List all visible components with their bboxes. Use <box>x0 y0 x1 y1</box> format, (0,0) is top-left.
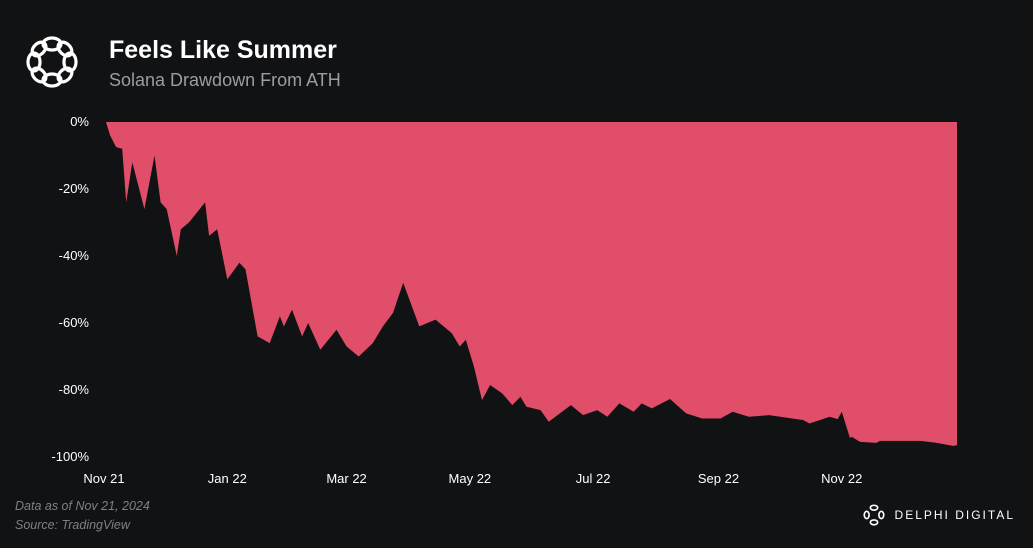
y-tick-label: -80% <box>59 382 90 397</box>
drawdown-area <box>106 122 957 446</box>
data-date-note: Data as of Nov 21, 2024 <box>15 499 150 513</box>
y-tick-label: -20% <box>59 181 90 196</box>
x-tick-label: Jul 22 <box>576 471 611 486</box>
y-tick-label: 0% <box>70 114 89 129</box>
x-tick-label: May 22 <box>449 471 492 486</box>
x-tick-label: Nov 22 <box>821 471 862 486</box>
x-tick-label: Jan 22 <box>208 471 247 486</box>
y-tick-label: -100% <box>51 449 89 464</box>
x-tick-label: Nov 21 <box>83 471 124 486</box>
x-tick-label: Mar 22 <box>326 471 366 486</box>
chart-title: Feels Like Summer <box>109 36 337 64</box>
chart-subtitle: Solana Drawdown From ATH <box>109 70 341 90</box>
delphi-logo-icon <box>26 36 78 88</box>
source-note: Source: TradingView <box>15 518 130 532</box>
delphi-small-logo-icon <box>862 504 885 526</box>
brand-mark: DELPHI DIGITAL <box>861 502 1015 528</box>
brand-name: DELPHI DIGITAL <box>894 508 1015 522</box>
y-tick-label: -60% <box>59 315 90 330</box>
y-tick-label: -40% <box>59 248 90 263</box>
x-tick-label: Sep 22 <box>698 471 739 486</box>
